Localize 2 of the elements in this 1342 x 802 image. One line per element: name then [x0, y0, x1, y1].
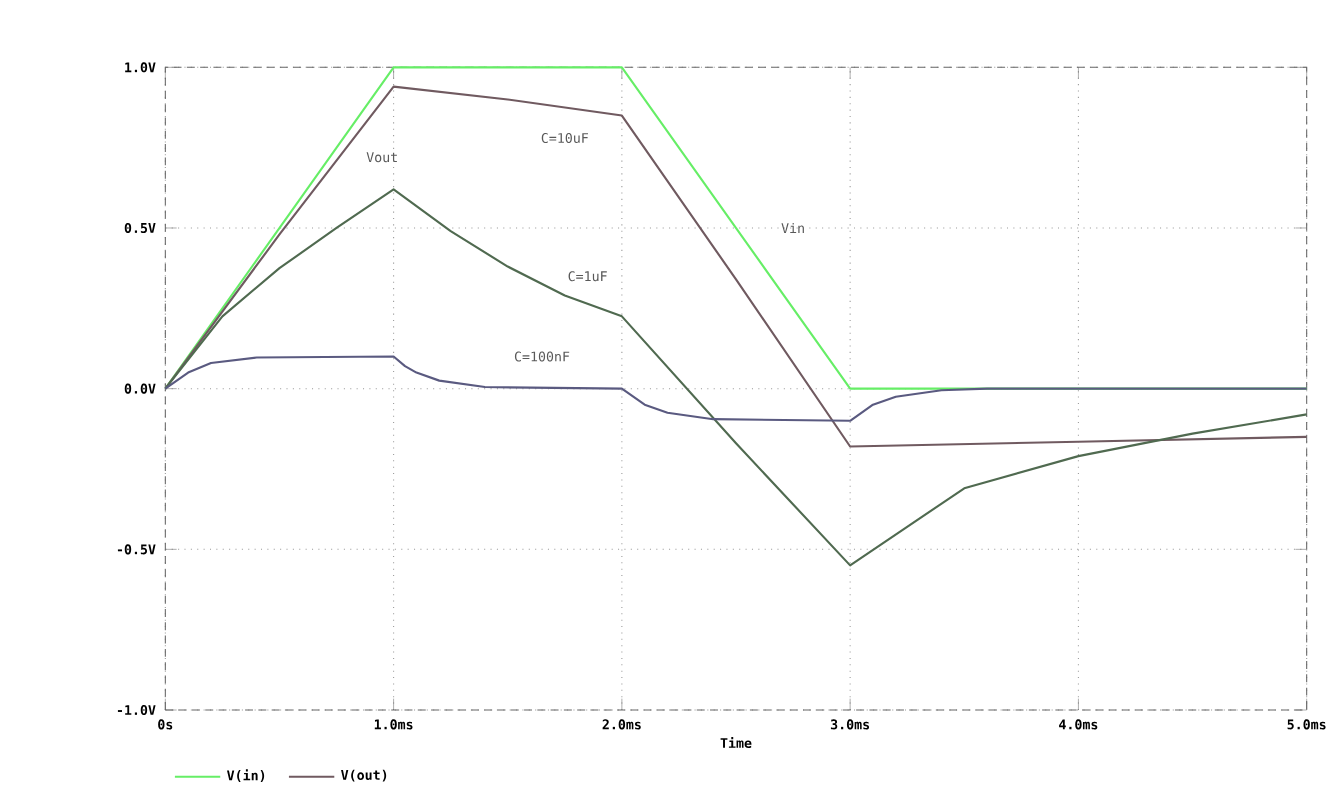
line-series [164, 355, 1308, 422]
line-series [164, 188, 1308, 567]
